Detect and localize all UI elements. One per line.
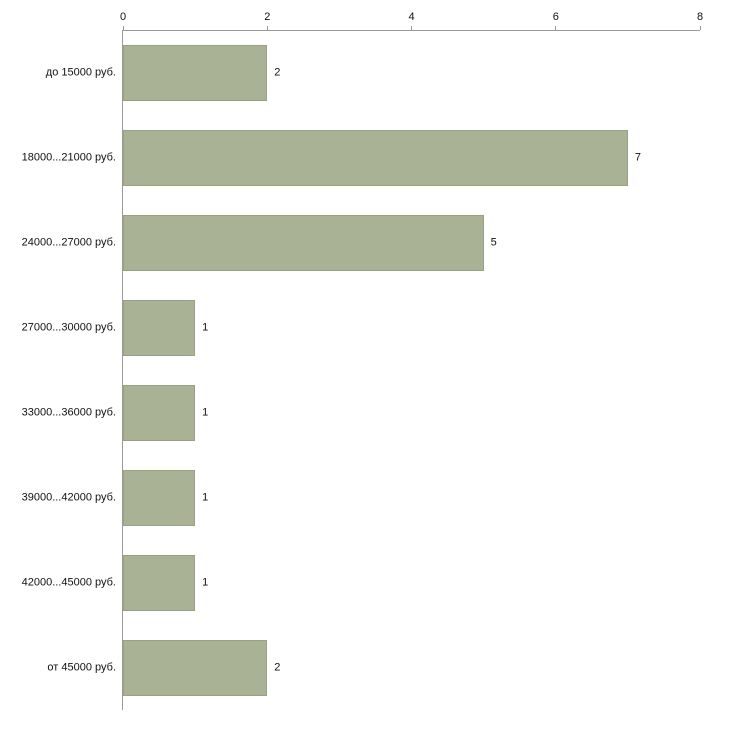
tick-label: 0 <box>119 11 127 23</box>
category-label: 27000...30000 руб. <box>21 321 116 334</box>
category-label: 24000...27000 руб. <box>21 236 116 249</box>
bar <box>123 554 196 611</box>
category-label: до 15000 руб. <box>45 66 116 79</box>
plot-area: 0 2 4 6 8 до 15000 руб. 2 18000...21000 руб. 7 2… <box>22 12 703 710</box>
bar <box>123 639 268 696</box>
chart-row: до 15000 руб. 2 <box>46 31 700 116</box>
value-label: 2 <box>274 661 281 674</box>
value-label: 1 <box>202 406 209 419</box>
chart-row: 39000...42000 руб. 1 <box>22 455 700 540</box>
category-label: 18000...21000 руб. <box>21 151 116 164</box>
bar <box>123 300 196 357</box>
value-label: 7 <box>634 151 641 164</box>
tick-mark <box>122 26 124 30</box>
tick-label: 6 <box>552 11 559 23</box>
bar <box>123 469 196 526</box>
category-label: 42000...45000 руб. <box>21 576 116 589</box>
bar <box>123 130 628 187</box>
tick-mark <box>555 26 557 30</box>
tick-mark <box>411 26 412 30</box>
chart-row: 24000...27000 руб. 5 <box>22 201 700 286</box>
value-label: 5 <box>490 236 497 249</box>
chart-row: 33000...36000 руб. 1 <box>22 371 700 456</box>
category-label: от 45000 руб. <box>47 660 116 673</box>
chart-row: от 45000 руб. 2 <box>47 625 700 710</box>
chart-row: 27000...30000 руб. 1 <box>22 286 700 371</box>
tick-mark <box>699 26 701 30</box>
category-label: 39000...42000 руб. <box>21 491 116 504</box>
category-label: 33000...36000 руб. <box>21 406 116 419</box>
tick-label: 8 <box>696 11 704 23</box>
value-label: 1 <box>202 491 209 504</box>
value-label: 2 <box>274 66 281 79</box>
bar <box>123 384 196 441</box>
chart-row: 18000...21000 руб. 7 <box>22 116 700 201</box>
bar-rows: до 15000 руб. 2 18000...21000 руб. 7 24000..… <box>22 31 700 710</box>
tick-label: 2 <box>264 11 271 23</box>
bar <box>123 45 268 102</box>
value-label: 1 <box>202 321 209 334</box>
bar <box>123 215 484 272</box>
value-label: 1 <box>202 576 209 589</box>
tick-mark <box>266 26 268 30</box>
chart-row: 42000...45000 руб. 1 <box>22 540 700 625</box>
tick-label: 4 <box>408 11 415 23</box>
